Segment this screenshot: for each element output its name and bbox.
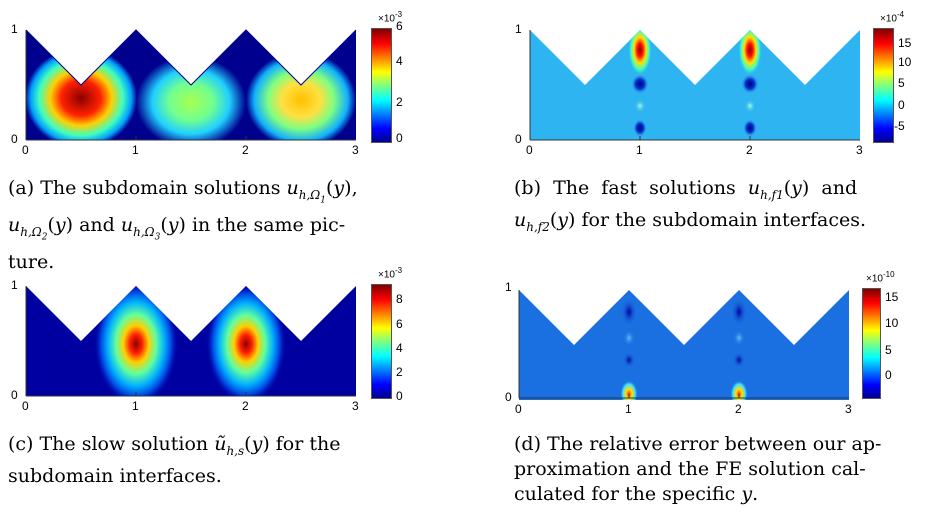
x-tick-label: 3 (856, 143, 863, 157)
x-tick-label: 3 (845, 402, 852, 416)
colorbar-a (371, 28, 392, 143)
plot-a-field (25, 29, 357, 140)
colorbar-tick: 8 (396, 292, 403, 306)
caption-d: (d) The relative error between our ap- p… (514, 432, 920, 507)
x-tick-label: 0 (22, 399, 29, 413)
plot-d-axes (518, 290, 849, 399)
caption-c: (c) The slow solution ũh,s(y) for the su… (8, 432, 414, 489)
plot-a-axes (25, 30, 356, 141)
x-tick-label: 3 (352, 143, 359, 157)
x-tick-label: 2 (242, 143, 249, 157)
colorbar-tick: 4 (396, 54, 403, 68)
plot-b-field (530, 30, 860, 140)
x-tick-label: 2 (735, 402, 742, 416)
colorbar-tick: -5 (894, 119, 905, 133)
caption-line: uh,Ω2(y) and uh,Ω3(y) in the same pic- (8, 214, 346, 243)
colorbar-d (862, 288, 881, 399)
colorbar-tick: 15 (898, 36, 912, 50)
colorbar-tick: 10 (898, 55, 912, 69)
y-tick-label: 1 (11, 278, 18, 292)
x-tick-label: 1 (625, 402, 632, 416)
caption-a: (a) The subdomain solutions uh,Ω1(y), uh… (8, 176, 414, 275)
colorbar-tick: 5 (898, 76, 905, 90)
caption-line: culated for the specific y. (514, 483, 759, 505)
caption-line: (c) The slow solution ũh,s(y) for the (8, 433, 341, 458)
y-tick-label: 0 (515, 132, 522, 146)
colorbar-tick: 6 (396, 19, 403, 33)
colorbar-tick: 2 (396, 95, 403, 109)
plot-c-axes (25, 286, 356, 397)
caption-line: (d) The relative error between our ap- (514, 433, 882, 455)
colorbar-exponent: ×10-4 (880, 10, 905, 25)
y-tick-label: 1 (11, 22, 18, 36)
x-tick-label: 0 (515, 402, 522, 416)
colorbar-c (371, 284, 392, 399)
x-tick-label: 3 (352, 399, 359, 413)
y-tick-label: 0 (11, 132, 18, 146)
caption-line: subdomain interfaces. (8, 464, 222, 487)
colorbar-tick: 15 (885, 290, 899, 304)
colorbar-exponent: ×10-3 (378, 266, 403, 281)
colorbar-b (873, 28, 894, 143)
plot-d-field (519, 290, 849, 400)
x-tick-label: 2 (242, 399, 249, 413)
caption-line: uh,f2(y) for the subdomain interfaces. (514, 208, 866, 234)
caption-line: (b) The fast solutions uh,f1(y) and (514, 177, 858, 202)
y-tick-label: 0 (505, 390, 512, 404)
colorbar-tick: 4 (396, 341, 403, 355)
caption-line: proximation and the FE solution cal- (514, 458, 866, 480)
plot-b-axes (529, 30, 860, 141)
y-tick-label: 0 (11, 388, 18, 402)
colorbar-tick: 0 (396, 389, 403, 403)
y-tick-label: 1 (515, 22, 522, 36)
y-tick-label: 1 (505, 280, 512, 294)
colorbar-tick: 2 (396, 365, 403, 379)
colorbar-tick: 0 (396, 131, 403, 145)
x-tick-label: 1 (132, 143, 139, 157)
x-tick-label: 0 (22, 143, 29, 157)
colorbar-exponent: ×10-3 (378, 10, 403, 25)
colorbar-tick: 6 (396, 317, 403, 331)
plot-c-field (26, 286, 356, 396)
colorbar-exponent: ×10-10 (866, 270, 895, 285)
colorbar-tick: 5 (885, 343, 892, 357)
caption-line: ture. (8, 251, 55, 274)
caption-line: (a) The subdomain solutions uh,Ω1(y), (8, 177, 358, 206)
x-tick-label: 1 (132, 399, 139, 413)
colorbar-tick: 0 (898, 98, 905, 112)
x-tick-label: 0 (526, 143, 533, 157)
caption-b: (b) The fast solutions uh,f1(y) and uh,f… (514, 176, 920, 240)
colorbar-tick: 10 (885, 316, 899, 330)
colorbar-tick: 0 (885, 368, 892, 382)
x-tick-label: 1 (636, 143, 643, 157)
x-tick-label: 2 (746, 143, 753, 157)
